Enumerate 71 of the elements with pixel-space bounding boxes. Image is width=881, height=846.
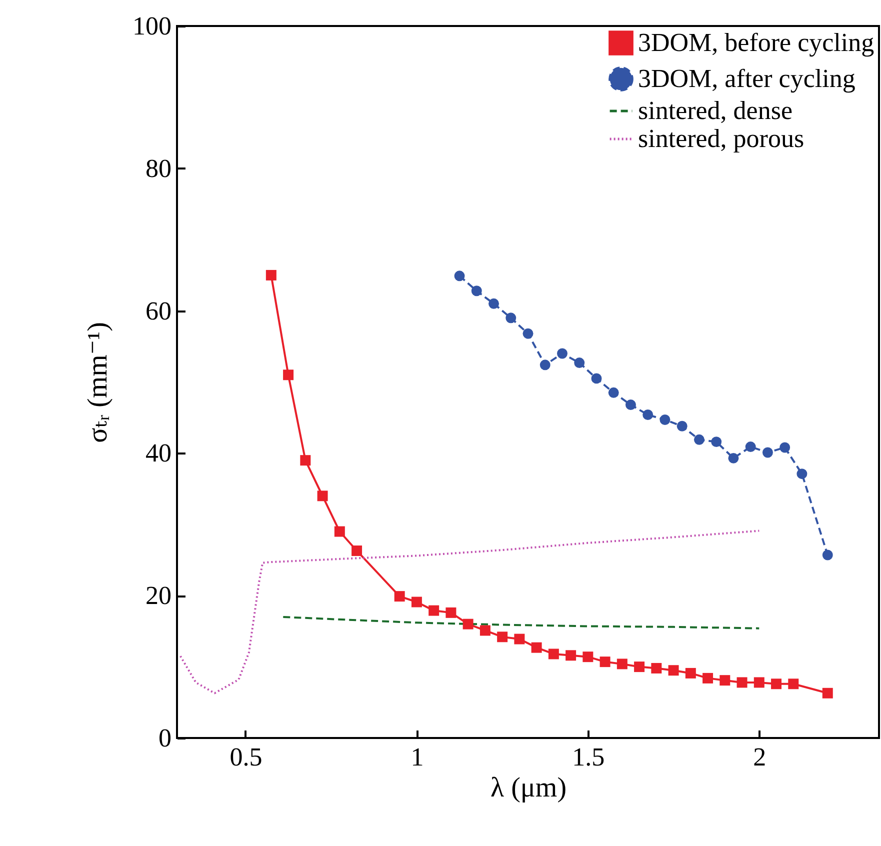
point [352, 546, 362, 556]
point [574, 358, 585, 368]
legend-label: sintered, dense [638, 96, 793, 125]
line-series [179, 530, 760, 694]
point [736, 677, 748, 688]
x-axis-title: λ (μm) [490, 772, 567, 804]
x-tick-label: 1.5 [572, 742, 605, 772]
x-tick-label: 1 [410, 742, 424, 772]
point [454, 270, 465, 282]
point [660, 414, 670, 425]
point [540, 360, 550, 370]
y-tick-label: 100 [132, 12, 172, 40]
point [557, 348, 568, 359]
point [488, 298, 499, 309]
point [334, 526, 345, 537]
point [497, 632, 508, 642]
point [446, 607, 456, 618]
point [642, 410, 654, 420]
point [462, 618, 474, 630]
point [283, 370, 294, 380]
point [651, 662, 662, 674]
point [685, 668, 696, 678]
point [266, 270, 276, 280]
point [411, 596, 422, 608]
x-tick-label: 2 [753, 742, 766, 772]
point [634, 662, 645, 672]
point [745, 442, 756, 452]
point [616, 658, 628, 670]
point [711, 436, 722, 448]
y-axis-title: σₜᵣ (mm⁻¹) [82, 322, 114, 443]
point [608, 387, 619, 398]
point [522, 328, 534, 339]
legend-label: 3DOM, before cycling [638, 28, 874, 57]
point [582, 652, 594, 662]
point [506, 312, 516, 324]
point [625, 400, 636, 410]
point [822, 688, 833, 698]
y-tick-label: 20 [146, 581, 172, 610]
point [822, 550, 833, 560]
point [771, 678, 782, 690]
point [548, 648, 559, 660]
line-series [282, 616, 760, 630]
point [531, 642, 542, 653]
point [788, 678, 799, 690]
point [720, 675, 730, 686]
point [591, 373, 602, 384]
point [728, 452, 739, 464]
point [668, 665, 679, 676]
point [514, 634, 525, 644]
point [394, 591, 405, 602]
point [676, 420, 688, 432]
point [762, 447, 773, 458]
legend-label: 3DOM, after cycling [638, 64, 856, 93]
point [480, 625, 490, 636]
point [796, 468, 808, 480]
point [428, 605, 440, 616]
y-tick-label: 80 [146, 154, 172, 183]
point [600, 656, 610, 668]
x-tick-label: 0.5 [230, 742, 262, 772]
point [694, 434, 704, 445]
y-tick-label: 40 [146, 438, 172, 468]
legend-label: sintered, porous [638, 124, 804, 153]
point [702, 672, 714, 684]
y-tick-label: 60 [146, 296, 172, 326]
point [566, 650, 576, 661]
point [754, 677, 764, 688]
point [300, 455, 311, 466]
y-tick-label: 0 [158, 724, 172, 752]
point [780, 442, 790, 453]
point [317, 490, 328, 502]
point [471, 286, 482, 296]
